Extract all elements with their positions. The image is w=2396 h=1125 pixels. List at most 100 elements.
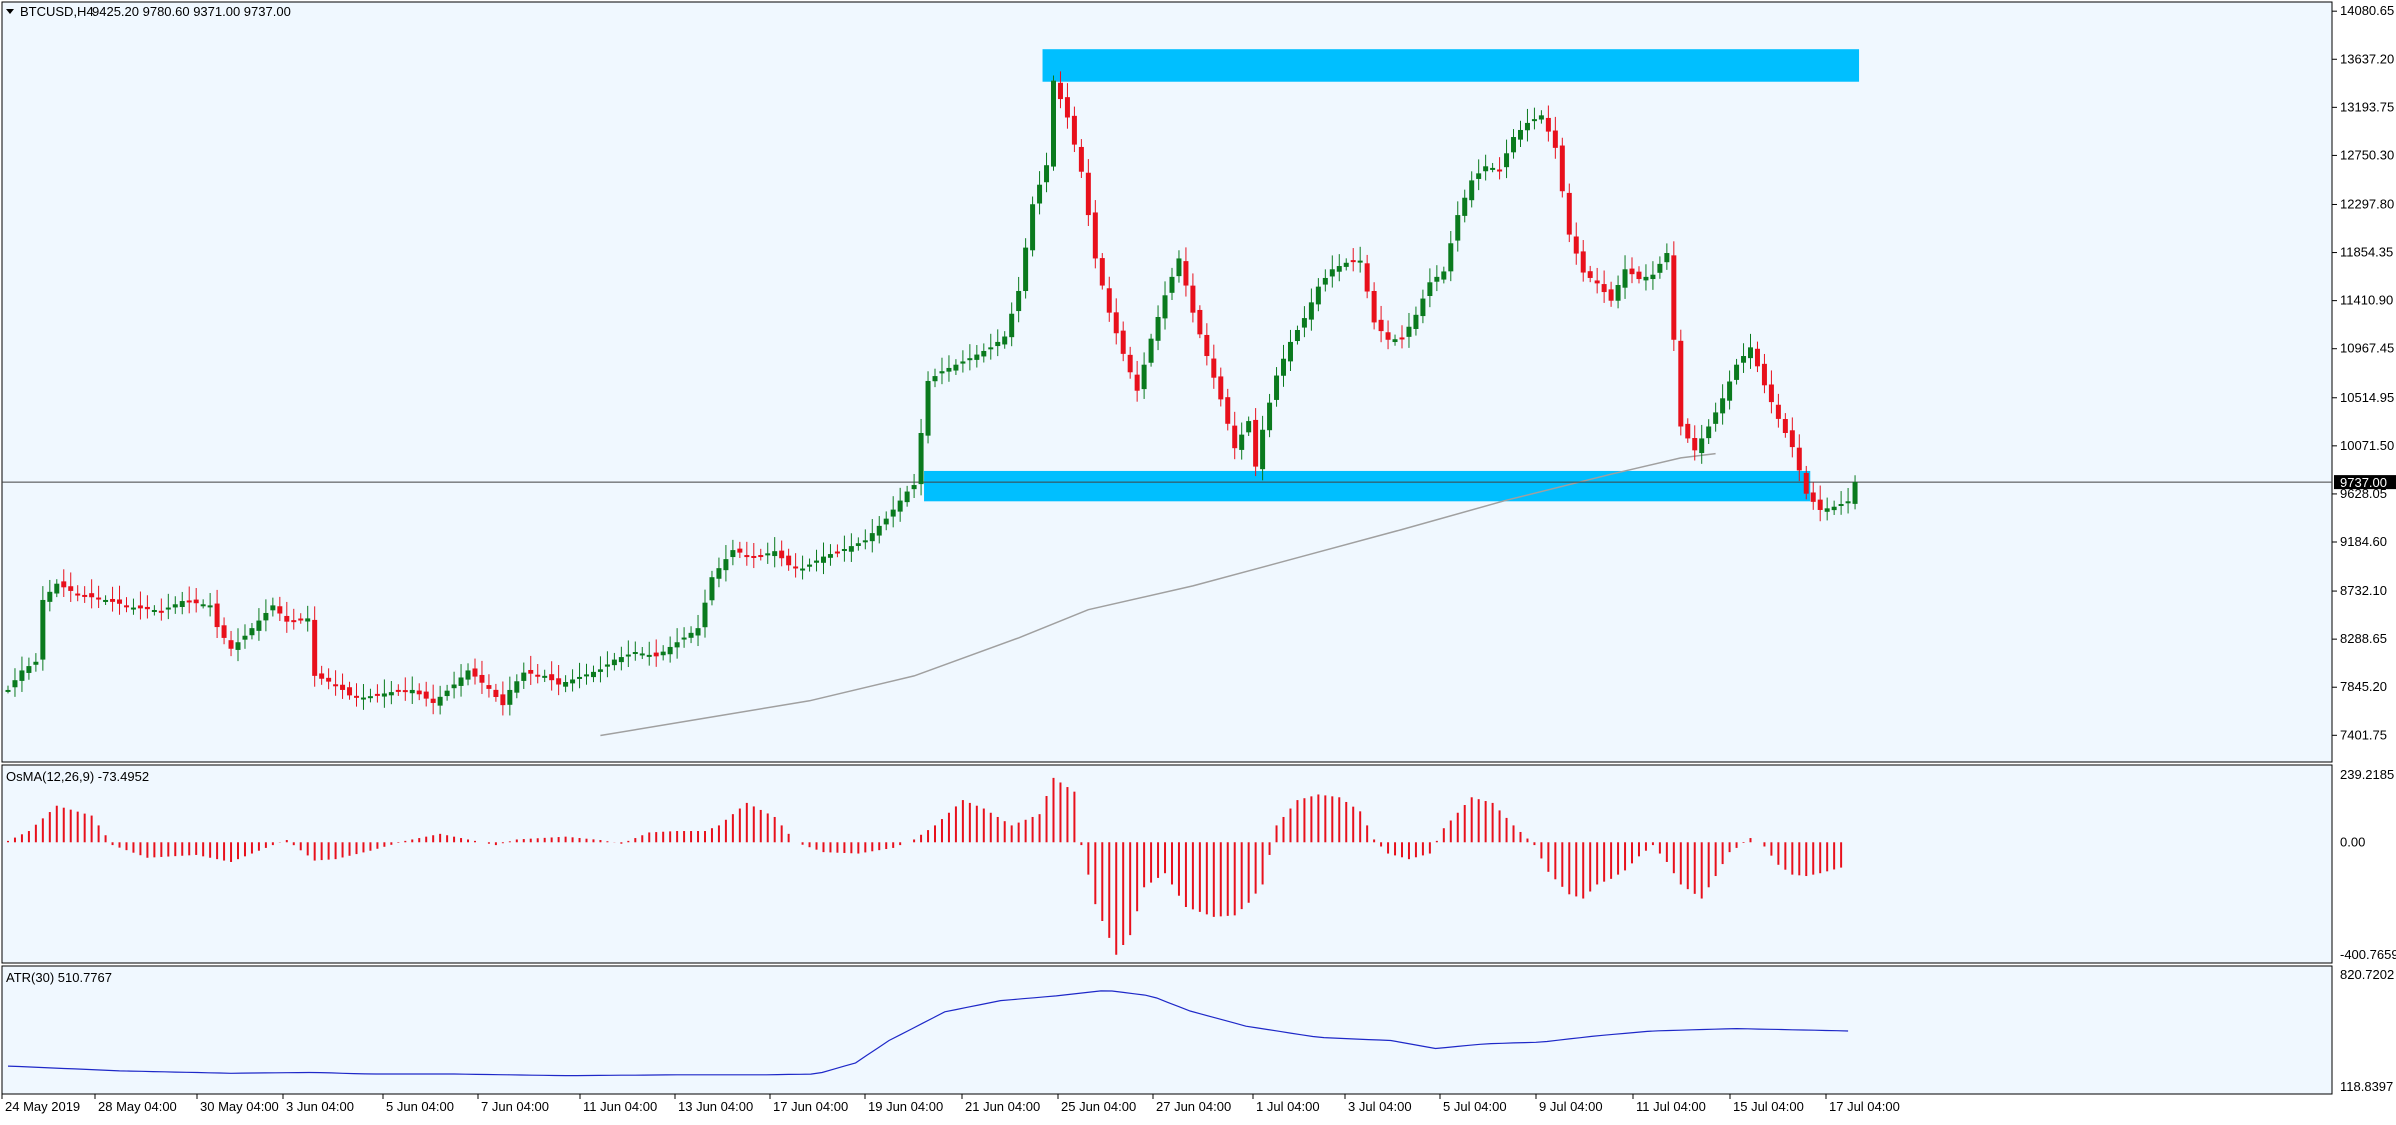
candle-up <box>5 689 11 692</box>
candle-down <box>1594 280 1600 284</box>
candle-up <box>577 676 583 679</box>
candle-up <box>1490 167 1496 170</box>
candle-down <box>1608 289 1614 301</box>
candle-up <box>1664 253 1670 263</box>
candle-up <box>1260 429 1266 470</box>
candle-down <box>144 606 150 610</box>
x-tick-label: 24 May 2019 <box>5 1099 80 1114</box>
candle-up <box>820 556 826 563</box>
chart-title: BTCUSD,H4 <box>20 4 94 19</box>
atr-line <box>7 990 1849 1077</box>
candle-down <box>1253 419 1259 467</box>
candle-down <box>1378 319 1384 332</box>
candle-up <box>730 550 736 558</box>
x-tick-label: 17 Jul 04:00 <box>1829 1099 1900 1114</box>
candle-down <box>1580 251 1586 273</box>
candle-up <box>807 564 813 567</box>
candle-up <box>305 618 311 622</box>
x-tick-label: 3 Jul 04:00 <box>1348 1099 1412 1114</box>
candle-up <box>584 674 590 677</box>
candle-up <box>1009 313 1015 338</box>
candle-up <box>256 620 262 631</box>
candle-up <box>1727 381 1733 401</box>
candle-down <box>1211 358 1217 378</box>
candle-down <box>786 555 792 566</box>
atr-y-tick-label: 820.7202 <box>2340 967 2394 982</box>
candle-down <box>1803 472 1809 494</box>
candle-up <box>772 551 778 557</box>
candle-up <box>667 646 673 655</box>
y-tick-label: 12297.80 <box>2340 196 2394 211</box>
candle-down <box>1692 438 1698 451</box>
candle-up <box>249 628 255 636</box>
candle-up <box>681 637 687 640</box>
candle-up <box>639 653 645 656</box>
candle-up <box>1538 115 1544 120</box>
candle-up <box>1657 263 1663 273</box>
candle-up <box>981 350 987 357</box>
candle-up <box>40 599 46 660</box>
candle-up <box>47 591 53 602</box>
candle-down <box>1671 255 1677 340</box>
candle-up <box>1469 180 1475 201</box>
candle-down <box>298 618 304 621</box>
candle-up <box>235 642 241 650</box>
candle-up <box>890 509 896 517</box>
candle-up <box>953 364 959 371</box>
candle-up <box>611 659 617 666</box>
candle-up <box>855 543 861 546</box>
candle-up <box>570 679 576 684</box>
candle-up <box>367 696 373 699</box>
candle-up <box>646 654 652 657</box>
candle-down <box>75 593 81 596</box>
candle-down <box>744 555 750 558</box>
candle-up <box>1831 506 1837 511</box>
candle-down <box>779 550 785 559</box>
y-tick-label: 10071.50 <box>2340 438 2394 453</box>
candle-up <box>1044 165 1050 183</box>
candle-up <box>542 675 548 678</box>
candle-down <box>123 605 129 608</box>
candle-up <box>33 661 39 665</box>
y-tick-label: 10967.45 <box>2340 341 2394 356</box>
candle-up <box>883 518 889 525</box>
axis-layer: 14080.65 13637.20 13193.75 12750.30 12297.80… <box>1 3 2396 1114</box>
candle-up <box>1030 204 1036 251</box>
candle-down <box>1573 236 1579 254</box>
x-tick-label: 3 Jun 04:00 <box>286 1099 354 1114</box>
x-tick-label: 17 Jun 04:00 <box>773 1099 848 1114</box>
y-tick-label: 14080.65 <box>2340 3 2394 18</box>
x-tick-label: 27 Jun 04:00 <box>1156 1099 1231 1114</box>
candle-up <box>904 491 910 503</box>
candle-up <box>1524 122 1530 131</box>
atr-layer <box>7 990 1849 1077</box>
y-tick-label: 8288.65 <box>2340 631 2387 646</box>
x-tick-label: 19 Jun 04:00 <box>868 1099 943 1114</box>
candle-up <box>388 692 394 696</box>
candle-up <box>995 341 1001 347</box>
x-tick-label: 21 Jun 04:00 <box>965 1099 1040 1114</box>
atr-y-tick-label: 118.8397 <box>2340 1079 2393 1094</box>
candle-down <box>1768 384 1774 403</box>
candle-up <box>514 681 520 693</box>
candle-up <box>1448 243 1454 272</box>
x-tick-label: 5 Jul 04:00 <box>1443 1099 1507 1114</box>
osma-layer <box>7 777 1843 955</box>
candle-up <box>1643 276 1649 281</box>
candle-down <box>1385 332 1391 340</box>
dropdown-triangle-icon[interactable] <box>6 9 14 14</box>
candle-down <box>1685 423 1691 439</box>
candle-up <box>1148 338 1154 363</box>
current-price-badge <box>2334 475 2396 490</box>
candle-up <box>716 568 722 579</box>
candle-up <box>988 347 994 350</box>
x-tick-label: 1 Jul 04:00 <box>1256 1099 1320 1114</box>
candle-up <box>1141 364 1147 390</box>
candle-up <box>1741 356 1747 363</box>
candle-up <box>800 568 806 571</box>
candle-up <box>1308 302 1314 320</box>
candle-up <box>932 376 938 382</box>
candle-up <box>1037 184 1043 204</box>
x-tick-label: 25 Jun 04:00 <box>1061 1099 1136 1114</box>
